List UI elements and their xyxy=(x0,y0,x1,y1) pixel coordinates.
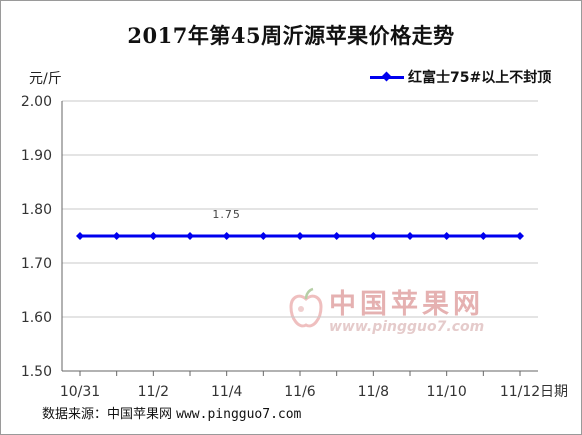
axes xyxy=(61,101,538,376)
chart-title: 2017年第45周沂源苹果价格走势 xyxy=(127,23,455,48)
apple-logo-icon xyxy=(289,287,323,327)
data-point xyxy=(516,232,524,240)
x-tick-label: 10/31 xyxy=(60,384,100,400)
data-point xyxy=(369,232,378,240)
source-label: 数据来源：中国苹果网 xyxy=(42,407,173,422)
x-tick-label: 11/2 xyxy=(138,384,169,400)
legend: 红富士75#以上不封顶 xyxy=(370,67,551,87)
watermark-name: 中国苹果网 xyxy=(329,289,484,320)
x-axis-title: 日期 xyxy=(540,384,568,400)
data-point xyxy=(149,232,158,240)
data-point xyxy=(442,232,451,240)
y-tick-label: 1.60 xyxy=(21,310,52,326)
data-point xyxy=(76,232,84,240)
source-url: www.pingguo7.com xyxy=(176,407,302,422)
data-point xyxy=(259,232,268,240)
x-tick-label: 11/8 xyxy=(358,384,389,400)
y-tick-label: 1.70 xyxy=(21,256,52,272)
watermark-url: www.pingguo7.com xyxy=(329,319,485,335)
legend-line-marker-icon xyxy=(370,75,404,79)
data-point xyxy=(186,232,194,240)
y-tick-label: 1.90 xyxy=(21,148,52,164)
data-point xyxy=(222,232,231,240)
data-point xyxy=(296,232,304,240)
data-label: 1.75 xyxy=(212,208,241,221)
x-tick-label: 11/12 xyxy=(500,384,540,400)
x-tick-label: 11/4 xyxy=(211,384,243,400)
series-layer: 1.75 xyxy=(76,208,524,240)
x-tick-labels: 10/31 11/2 11/4 11/6 11/8 11/10 11/12 xyxy=(60,384,540,400)
y-tick-label: 1.50 xyxy=(21,364,52,380)
x-tick-label: 11/10 xyxy=(426,384,466,400)
y-tick-label: 2.00 xyxy=(21,94,52,110)
watermark: 中国苹果网 www.pingguo7.com xyxy=(289,282,484,335)
data-point xyxy=(112,232,121,240)
data-point xyxy=(479,232,488,240)
data-point xyxy=(332,232,341,240)
legend-series-label: 红富士75#以上不封顶 xyxy=(408,70,552,86)
y-tick-label: 1.80 xyxy=(21,202,52,218)
source-note: 数据来源：中国苹果网 www.pingguo7.com xyxy=(42,403,301,422)
y-axis-unit-label: 元/斤 xyxy=(29,71,62,87)
y-tick-labels: 2.00 1.90 1.80 1.70 1.60 1.50 xyxy=(21,94,52,380)
x-tick-label: 11/6 xyxy=(284,384,316,400)
grid-lines xyxy=(62,100,538,318)
data-point xyxy=(406,232,414,240)
